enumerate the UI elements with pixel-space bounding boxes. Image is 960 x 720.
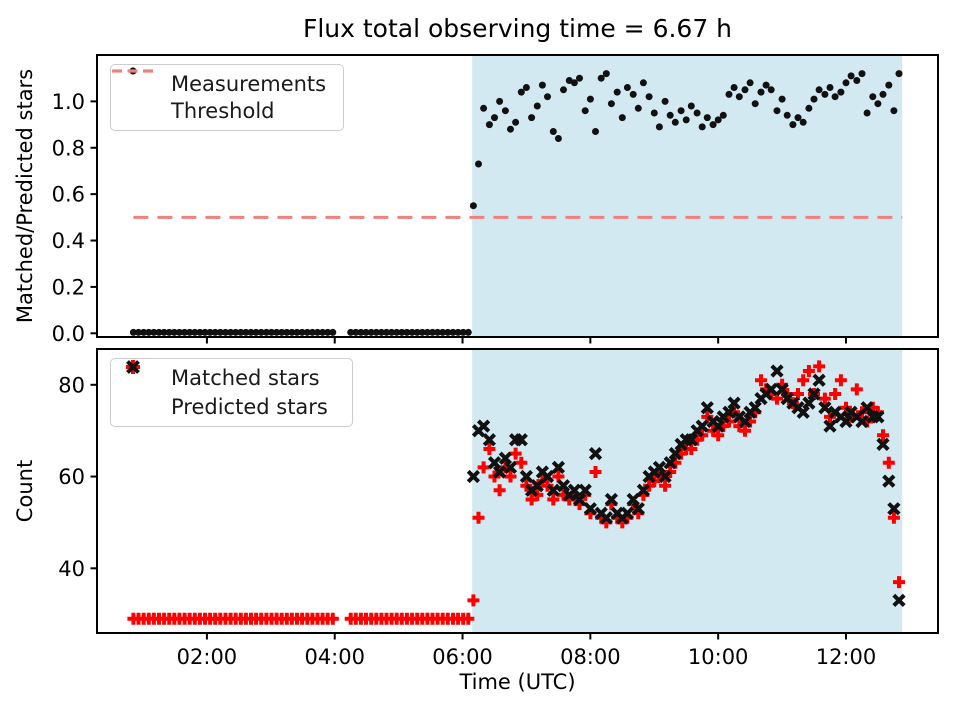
- legend-label: Threshold: [171, 99, 275, 124]
- chart-title: Flux total observing time = 6.67 h: [302, 14, 733, 43]
- bottom-y-axis-label: Count: [13, 459, 37, 523]
- axes-spines: [96, 348, 939, 634]
- x-tick-label: 08:00: [560, 645, 621, 669]
- top-legend: Measurements Threshold: [110, 64, 344, 131]
- legend-item-matched-stars: Matched stars: [119, 360, 338, 391]
- x-tick-label: 12:00: [816, 645, 877, 669]
- y-tick-label: 0.0: [52, 322, 85, 346]
- data-series: [127, 70, 906, 625]
- x-tick-label: 04:00: [304, 645, 365, 669]
- top-y-axis-label: Matched/Predicted stars: [13, 68, 37, 324]
- predicted-observing: [466, 364, 906, 608]
- y-tick-label: 0.6: [52, 183, 85, 207]
- shaded-observing-window: [472, 56, 903, 336]
- y-tick-label: 40: [58, 557, 85, 581]
- y-tick-label: 0.4: [52, 229, 85, 253]
- legend-label: Matched stars: [171, 366, 320, 391]
- bottom-legend: Matched stars Predicted stars: [110, 358, 353, 427]
- measurements-baseline: [129, 328, 472, 336]
- legend-label: Measurements: [171, 71, 327, 96]
- matched-baseline: [127, 612, 475, 625]
- y-tick-label: 60: [58, 465, 85, 489]
- y-tick-label: 0.8: [52, 136, 85, 160]
- legend-item-measurements: Measurements: [119, 67, 329, 96]
- y-tick-label: 0.2: [52, 275, 85, 299]
- axes-frames: [96, 54, 939, 634]
- legend-item-predicted-stars: Predicted stars: [119, 360, 338, 419]
- x-tick-label: 10:00: [688, 645, 749, 669]
- y-tick-label: 80: [58, 373, 85, 397]
- axes-spines: [96, 54, 939, 338]
- observing-window-shading: [472, 56, 903, 632]
- legend-label: Predicted stars: [171, 394, 328, 419]
- measurements-observing: [469, 70, 903, 210]
- axis-ticks-and-labels: 0.0 0.2 0.4 0.6 0.8 1.0 02:00 04:00 06:00 08:00 10…: [52, 90, 877, 669]
- x-axis-label: Time (UTC): [459, 670, 576, 694]
- y-tick-label: 1.0: [52, 90, 85, 114]
- legend-item-threshold: Threshold: [112, 69, 329, 124]
- x-tick-label: 02:00: [177, 645, 238, 669]
- x-tick-label: 06:00: [432, 645, 493, 669]
